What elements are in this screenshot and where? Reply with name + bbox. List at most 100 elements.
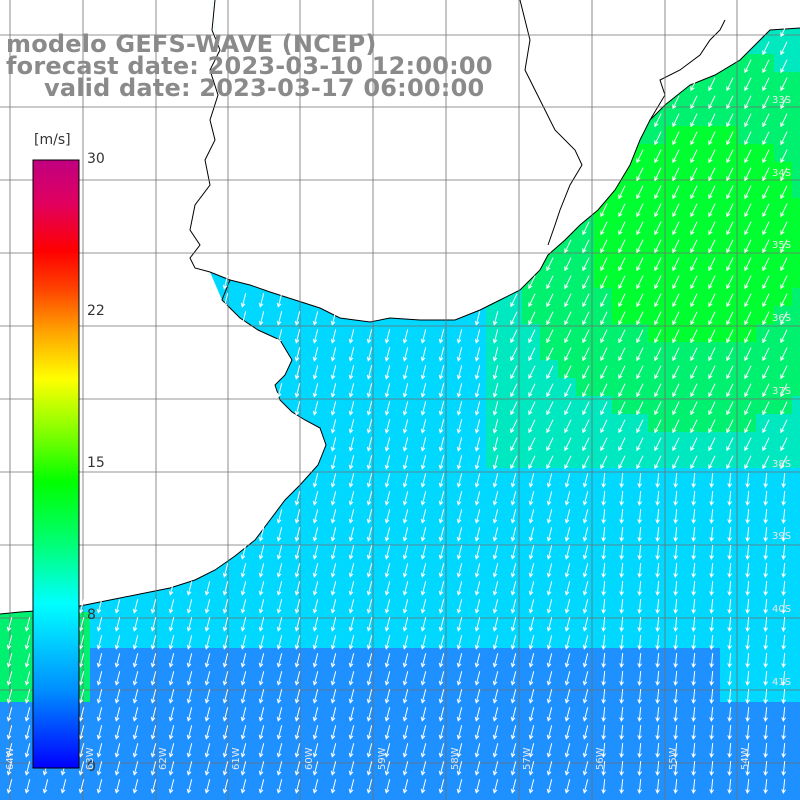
wind-cell (630, 666, 648, 684)
wind-arrow (312, 617, 319, 632)
wind-cell (522, 486, 540, 504)
wind-arrow (780, 437, 788, 452)
wind-arrow (528, 707, 535, 722)
wind-arrow (438, 365, 445, 380)
wind-arrow (276, 653, 283, 668)
wind-cell (684, 558, 702, 576)
wind-cell (648, 486, 666, 504)
wind-cell (612, 648, 630, 666)
wind-arrow (744, 275, 752, 290)
wind-arrow (745, 544, 750, 561)
wind-arrow (510, 689, 517, 704)
title-model: modelo GEFS-WAVE (NCEP) (6, 30, 377, 58)
wind-arrow (690, 221, 698, 236)
wind-arrow (168, 743, 175, 758)
wind-cell (288, 396, 306, 414)
wind-arrow (637, 544, 642, 561)
wind-cell (450, 792, 468, 800)
wind-cell (306, 792, 324, 800)
wind-cell (396, 540, 414, 558)
wind-cell (342, 702, 360, 720)
wind-cell (738, 630, 756, 648)
wind-cell (774, 450, 792, 468)
wind-arrow (402, 599, 409, 614)
wind-cell (360, 684, 378, 702)
wind-arrow (564, 725, 571, 740)
wind-arrow (618, 329, 626, 344)
wind-arrow (402, 347, 409, 362)
wind-arrow (691, 688, 696, 705)
wind-arrow (672, 419, 680, 434)
wind-cell (720, 684, 738, 702)
wind-arrow (709, 652, 714, 669)
wind-cell (144, 774, 162, 792)
wind-arrow (690, 167, 698, 182)
wind-arrow (6, 743, 13, 758)
wind-cell (432, 738, 450, 756)
wind-cell (360, 630, 378, 648)
wind-cell (630, 540, 648, 558)
wind-cell (612, 378, 630, 396)
wind-cell (342, 468, 360, 486)
wind-arrow (6, 671, 13, 686)
wind-arrow (618, 437, 626, 452)
wind-arrow (276, 329, 283, 344)
wind-cell (774, 432, 792, 450)
wind-arrow (294, 563, 301, 578)
wind-arrow (510, 779, 517, 794)
wind-arrow (222, 275, 229, 290)
wind-arrow (762, 77, 770, 92)
wind-cell (198, 594, 216, 612)
wind-arrow (348, 401, 355, 416)
wind-cell (702, 774, 720, 792)
wind-arrow (24, 617, 31, 632)
wind-arrow (691, 724, 696, 741)
wind-cell (396, 756, 414, 774)
wind-cell (270, 522, 288, 540)
wind-arrow (366, 401, 373, 416)
wind-cell (162, 666, 180, 684)
wind-arrow (456, 419, 463, 434)
wind-cell (144, 630, 162, 648)
wind-cell (234, 558, 252, 576)
wind-cell (720, 90, 738, 108)
wind-cell (756, 396, 774, 414)
wind-cell (504, 324, 522, 342)
wind-arrow (78, 725, 85, 740)
wind-cell (612, 252, 630, 270)
wind-cell (756, 252, 774, 270)
wind-cell (720, 180, 738, 198)
wind-cell (630, 252, 648, 270)
wind-cell (342, 738, 360, 756)
wind-arrow (60, 779, 67, 794)
wind-arrow (24, 671, 31, 686)
wind-cell (144, 594, 162, 612)
wind-arrow (114, 761, 121, 776)
wind-cell (684, 702, 702, 720)
wind-cell (324, 504, 342, 522)
wind-cell (630, 198, 648, 216)
wind-arrow (24, 635, 31, 650)
wind-cell (504, 594, 522, 612)
wind-arrow (672, 365, 680, 380)
lat-label: 35S (772, 240, 792, 251)
wind-cell (684, 774, 702, 792)
wind-arrow (474, 365, 481, 380)
wind-cell (324, 540, 342, 558)
wind-arrow (726, 329, 734, 344)
wind-cell (360, 756, 378, 774)
wind-cell (468, 576, 486, 594)
wind-arrow (654, 365, 662, 380)
wind-arrow (745, 634, 750, 651)
wind-cell (540, 774, 558, 792)
wind-arrow (690, 275, 698, 290)
wind-arrow (708, 257, 716, 272)
wind-cell (684, 324, 702, 342)
wind-cell (144, 666, 162, 684)
wind-arrow (780, 329, 788, 344)
wind-arrow (24, 653, 31, 668)
wind-cell (522, 468, 540, 486)
wind-cell (126, 702, 144, 720)
wind-cell (342, 486, 360, 504)
wind-arrow (655, 688, 660, 705)
